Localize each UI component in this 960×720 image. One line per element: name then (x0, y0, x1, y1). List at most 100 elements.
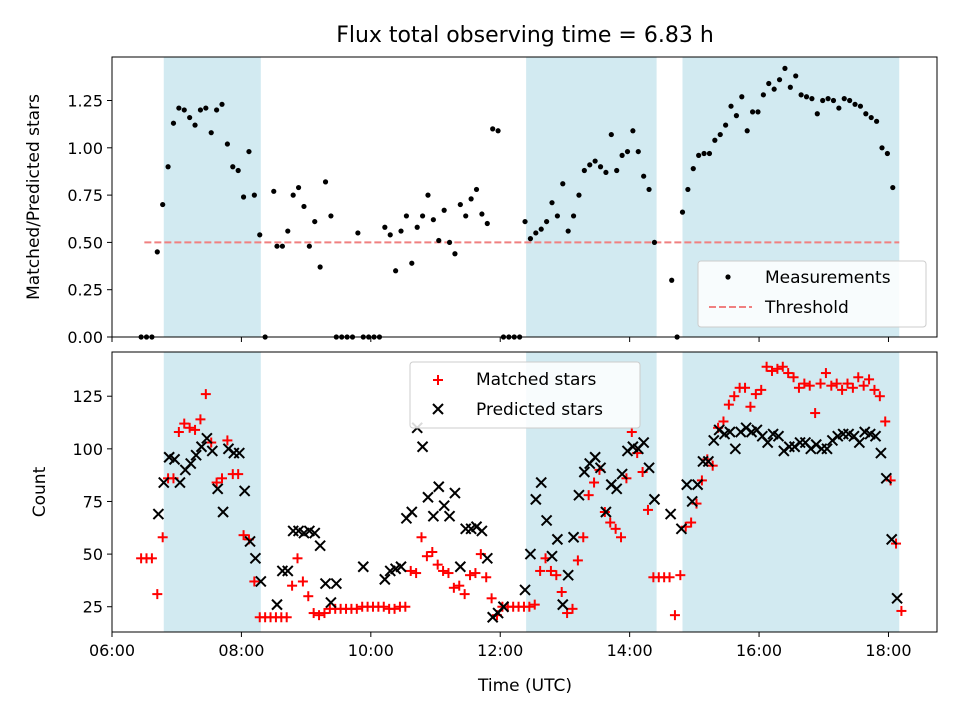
matched-star-point (847, 382, 858, 393)
matched-star-point (772, 363, 783, 374)
bottom-legend: Matched stars Predicted stars (409, 361, 641, 429)
measurement-point (852, 101, 858, 107)
measurement-point (468, 196, 474, 202)
matched-star-point (799, 378, 810, 389)
measurement-point (301, 203, 307, 210)
x-tick-label: 08:00 (218, 641, 264, 660)
matched-star-point (486, 593, 497, 604)
matched-star-point (545, 565, 556, 576)
predicted-star-point (573, 489, 585, 501)
measurement-point (685, 186, 691, 193)
predicted-star-point (648, 493, 661, 506)
measurement-point (419, 213, 426, 219)
measurement-point (414, 224, 420, 230)
measurement-point (479, 211, 485, 217)
matched-stars-legend-label: Matched stars (476, 370, 596, 390)
measurement-point (382, 224, 388, 230)
predicted-star-point (497, 601, 510, 613)
predicted-star-point (557, 598, 569, 611)
matched-star-point (454, 580, 465, 591)
measurement-point (608, 131, 614, 138)
measurement-point (271, 188, 277, 194)
predicted-star-point (433, 481, 445, 493)
x-tick-label: 10:00 (348, 641, 394, 660)
measurement-point (749, 109, 756, 115)
matched-star-point (880, 416, 891, 427)
top-y-ticks: 0.00 0.25 0.50 0.75 1.00 1.25 (67, 92, 112, 347)
measurement-point (522, 218, 528, 225)
predicted-star-point (610, 483, 623, 495)
matched-star-point (669, 610, 680, 621)
matched-star-point (583, 490, 594, 501)
measurement-point (723, 122, 729, 128)
x-tick-label: 12:00 (477, 641, 523, 660)
matched-star-point (314, 610, 325, 621)
measurement-point (836, 105, 842, 111)
predicted-star-point (217, 506, 229, 518)
measurement-point (495, 128, 501, 134)
measurement-point (771, 86, 777, 92)
predicted-star-point (891, 592, 903, 605)
matched-star-point (470, 568, 481, 579)
measurement-point (328, 213, 334, 219)
measurements-legend-marker (725, 274, 731, 280)
measurement-point (457, 201, 463, 208)
measurement-point (560, 181, 566, 187)
matched-star-point (233, 469, 244, 480)
y-tick-label: 100 (72, 440, 103, 459)
x-tick-label: 14:00 (607, 641, 653, 660)
measurement-point (285, 228, 291, 234)
matched-star-point (238, 530, 249, 541)
matched-star-point (551, 570, 562, 581)
matched-stars-points (136, 361, 907, 623)
predicted-star-point (406, 506, 418, 518)
matched-star-point (723, 399, 734, 410)
measurement-point (533, 230, 539, 236)
measurement-point (712, 137, 718, 143)
measurement-point (760, 92, 766, 98)
matched-star-point (578, 532, 589, 543)
predicted-star-point (357, 561, 369, 573)
top-axes-frame (111, 56, 938, 338)
x-tick-label: 06:00 (89, 641, 135, 660)
measurement-point (825, 96, 831, 102)
matched-star-point (152, 589, 163, 600)
measurement-point (257, 232, 263, 238)
y-tick-label: 0.50 (67, 233, 103, 252)
x-axis-label: Time (UTC) (477, 676, 572, 696)
measurement-point (614, 167, 620, 174)
matched-star-point (826, 380, 837, 391)
measurement-point (597, 164, 604, 170)
matched-star-point (810, 408, 821, 419)
measurement-point (203, 105, 209, 111)
bottom-panel: 06:00 08:00 10:00 12:00 14:00 16:00 18:00 25 50… (30, 351, 938, 696)
predicted-star-point (885, 533, 898, 546)
predicted-star-point (416, 441, 429, 453)
matched-star-point (200, 389, 211, 400)
predicted-star-point (244, 535, 256, 548)
matched-star-point (195, 414, 206, 425)
measurement-point (646, 186, 652, 193)
measurement-point (603, 169, 609, 176)
measurement-point (744, 128, 750, 134)
measurement-point (192, 122, 198, 128)
matched-star-point (804, 380, 815, 391)
measurement-point (669, 277, 675, 283)
measurement-point (403, 213, 410, 219)
measurement-point (890, 184, 896, 191)
matched-star-point (179, 418, 190, 429)
matched-star-point (211, 477, 222, 488)
shaded-interval (163, 57, 261, 337)
shaded-interval (526, 57, 657, 337)
measurement-point (884, 150, 890, 157)
measurement-point (355, 230, 361, 236)
y-tick-label: 1.25 (67, 92, 103, 111)
predicted-star-point (185, 457, 197, 470)
predicted-star-point (427, 510, 440, 522)
predicted-star-point (578, 466, 591, 478)
predicted-stars-legend-marker (432, 403, 444, 415)
measurement-point (387, 232, 393, 238)
matched-star-point (820, 368, 831, 379)
matched-star-point (605, 517, 616, 528)
measurement-point (549, 200, 555, 206)
